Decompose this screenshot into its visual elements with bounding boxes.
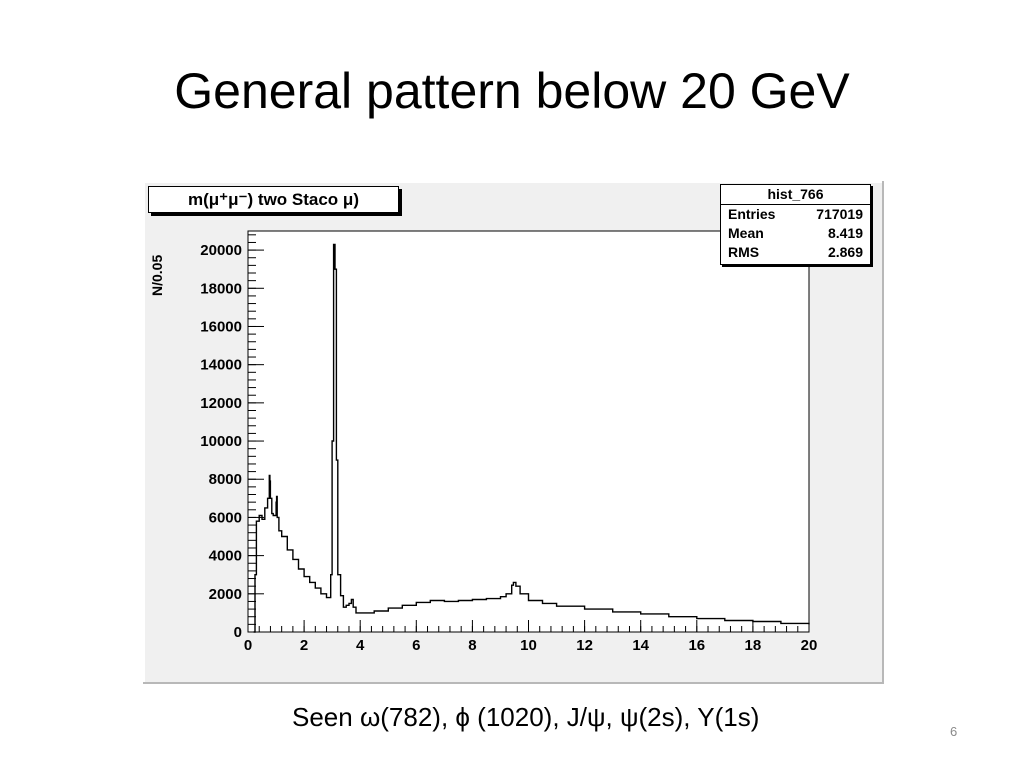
x-tick-label: 6 [412,637,420,654]
stats-value: 717019 [816,206,863,222]
x-tick-label: 10 [520,637,537,654]
stats-label: Mean [728,225,764,241]
x-tick-label: 0 [244,637,252,654]
stats-label: Entries [728,206,776,222]
x-tick-label: 16 [688,637,705,654]
x-tick-label: 2 [300,637,308,654]
page-number: 6 [950,724,958,739]
y-tick-label: 16000 [200,318,242,335]
histogram-title: m(μ⁺μ⁻) two Staco μ) [188,190,359,209]
stats-label: RMS [728,244,760,260]
stats-row-rms: RMS 2.869 [721,243,870,262]
y-tick-label: 2000 [209,586,242,603]
histogram-title-box: m(μ⁺μ⁻) two Staco μ) [148,186,399,213]
x-tick-label: 4 [356,637,365,654]
y-tick-label: 20000 [200,242,242,259]
axis-ticks: 0 2 4 6 8 10 12 14 16 18 20 0 2000 4000 6000 8000 10000 1… [200,234,818,654]
x-tick-label: 8 [468,637,476,654]
stats-row-entries: Entries 717019 [721,205,870,224]
y-tick-label: 8000 [209,471,242,488]
x-tick-label: 14 [632,637,649,654]
plot-frame [247,230,810,633]
stats-value: 2.869 [827,244,863,260]
y-tick-label: 4000 [209,548,242,565]
y-tick-label: 18000 [200,280,242,297]
histogram-series-line [253,243,810,633]
slide-caption: Seen ω(782), ϕ (1020), J/ψ, ψ(2s), Υ(1s) [292,702,760,732]
x-tick-label: 12 [576,637,593,654]
y-tick-label: 12000 [200,395,242,412]
slide-title: General pattern below 20 GeV [174,63,850,119]
histogram-canvas: 0 2 4 6 8 10 12 14 16 18 20 0 2000 4000 6000 8000 10000 1… [143,181,884,684]
y-tick-label: 10000 [200,433,242,450]
stats-value: 8.419 [827,225,863,241]
y-tick-label: 0 [234,624,242,641]
y-axis-label: N/0.05 [149,254,165,296]
stats-row-mean: Mean 8.419 [721,224,870,243]
y-tick-label: 6000 [209,509,242,526]
stats-box: hist_766 Entries 717019 Mean 8.419 RMS 2… [720,184,871,265]
stats-hist-name: hist_766 [721,185,870,205]
y-tick-label: 14000 [200,357,242,374]
histogram-plot: 0 2 4 6 8 10 12 14 16 18 20 0 2000 4000 6000 8000 10000 1… [200,230,818,654]
x-tick-label: 18 [745,637,762,654]
x-tick-label: 20 [801,637,818,654]
